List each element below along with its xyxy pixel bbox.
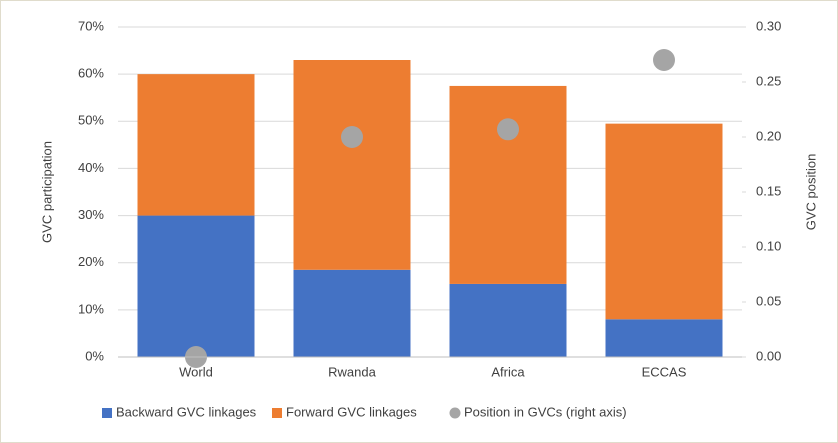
- y-tick-label: 30%: [78, 207, 104, 222]
- legend-label: Forward GVC linkages: [286, 404, 417, 419]
- bar: [293, 269, 411, 357]
- bar: [137, 215, 255, 357]
- y-axis-label: GVC participation: [39, 141, 54, 243]
- bar: [137, 74, 255, 216]
- y2-tick-label: 0.20: [756, 128, 781, 143]
- scatter-point: [653, 49, 675, 71]
- y2-tick-label: 0.25: [756, 73, 781, 88]
- y-tick-label: 40%: [78, 160, 104, 175]
- bar: [449, 85, 567, 284]
- y-tick-label: 10%: [78, 301, 104, 316]
- x-tick-label: Africa: [491, 364, 525, 379]
- y-tick-label: 70%: [78, 18, 104, 33]
- y2-tick-label: 0.05: [756, 293, 781, 308]
- legend-label: Position in GVCs (right axis): [464, 404, 627, 419]
- y-tick-label: 60%: [78, 66, 104, 81]
- legend-marker: [449, 407, 461, 419]
- x-tick-label: ECCAS: [642, 364, 687, 379]
- y2-axis-label: GVC position: [803, 154, 818, 231]
- y2-tick-label: 0.00: [756, 348, 781, 363]
- scatter-point: [497, 118, 519, 141]
- legend-marker: [272, 408, 282, 418]
- bar: [605, 319, 723, 357]
- y2-tick-label: 0.10: [756, 238, 781, 253]
- bar: [293, 60, 411, 270]
- x-tick-label: World: [179, 364, 213, 379]
- x-tick-label: Rwanda: [328, 364, 376, 379]
- legend-label: Backward GVC linkages: [116, 404, 257, 419]
- y2-tick-label: 0.30: [756, 18, 781, 33]
- legend-marker: [102, 408, 112, 418]
- scatter-point: [341, 126, 363, 148]
- y-tick-label: 20%: [78, 254, 104, 269]
- bar: [605, 123, 723, 320]
- y-tick-label: 50%: [78, 113, 104, 128]
- y2-tick-label: 0.15: [756, 183, 781, 198]
- bar: [449, 283, 567, 357]
- y-tick-label: 0%: [85, 348, 104, 363]
